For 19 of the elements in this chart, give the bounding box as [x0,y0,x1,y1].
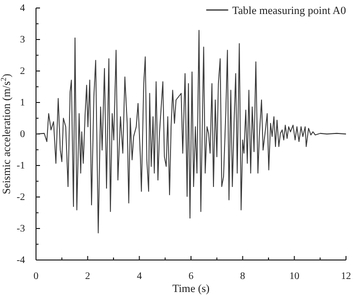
x-tick-label: 0 [34,271,38,282]
line-series [36,30,346,234]
x-tick-label: 12 [341,271,351,282]
x-axis-title: Time (s) [172,283,210,295]
y-tick-label: -1 [16,160,25,172]
y-tick-label: 3 [20,34,25,46]
y-tick-label: -4 [16,255,25,266]
x-tick-label: 6 [188,271,194,282]
x-tick-label: 2 [85,271,90,282]
y-tick-label: 1 [20,98,25,109]
x-tick-label: 4 [136,271,142,282]
x-tick-label: 10 [289,271,300,282]
y-tick-label: -2 [16,192,25,204]
y-tick-label: -3 [16,224,25,235]
legend-label: Table measuring point A0 [232,5,346,17]
y-tick-label: 0 [20,129,25,140]
y-tick-label: 2 [20,66,25,78]
x-tick-label: 8 [240,271,246,282]
y-tick-label: 4 [20,3,25,14]
